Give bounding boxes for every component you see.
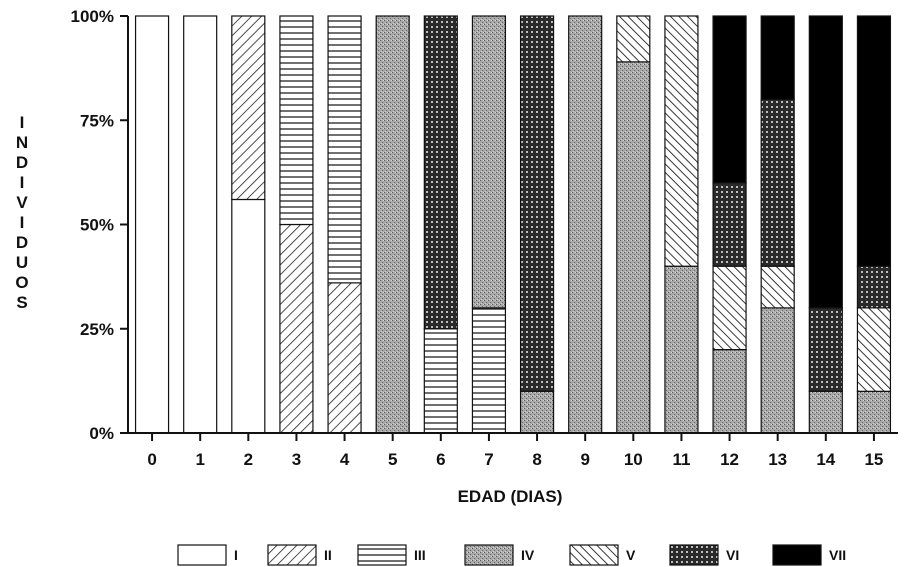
- bar-segment-vi-day-15: [856, 265, 892, 309]
- y-axis-title-letter: N: [16, 133, 28, 152]
- bar-segment-ii-day-3: [279, 223, 314, 434]
- bar-segment-iv-day-15: [856, 390, 892, 434]
- y-axis-title-letter: V: [16, 193, 28, 212]
- legend-label-v: V: [626, 547, 636, 563]
- bar-segment-i-day-1: [183, 15, 218, 434]
- legend-label-vii: VII: [829, 547, 846, 563]
- bar-segment-iv-day-11: [664, 265, 699, 434]
- y-tick-label: 50%: [80, 216, 114, 235]
- legend-swatch-vi: [669, 544, 719, 566]
- y-axis: 0% 25% 50% 75% 100%: [71, 7, 129, 443]
- bar-segment-i-day-2: [231, 198, 266, 434]
- bar-segment-vii-day-14: [808, 15, 843, 309]
- bar-segment-iv-day-8: [519, 390, 555, 434]
- legend-label-i: I: [234, 547, 238, 563]
- y-axis-title-letter: I: [20, 173, 25, 192]
- bar-segment-vi-day-8: [519, 15, 555, 392]
- bar-segment-vii-day-13: [760, 15, 795, 101]
- bars: [134, 15, 892, 434]
- x-tick-label: 0: [147, 450, 156, 469]
- legend-swatch-iv: [464, 544, 514, 566]
- bar-segment-vi-day-12: [712, 182, 747, 267]
- y-axis-title-letter: I: [20, 213, 25, 232]
- y-tick-label: 75%: [80, 111, 114, 130]
- x-axis-title: EDAD (DIAS): [458, 487, 563, 506]
- legend-label-iii: III: [414, 547, 426, 563]
- x-tick-label: 11: [672, 450, 690, 469]
- legend-swatch-v: [569, 544, 619, 566]
- bar-segment-iv-day-9: [568, 15, 603, 434]
- y-axis-title-letter: O: [15, 273, 28, 292]
- legend-swatch-ii: [267, 544, 317, 566]
- x-tick-label: 9: [580, 450, 589, 469]
- y-tick-label: 100%: [71, 7, 114, 26]
- y-tick-label: 25%: [80, 320, 114, 339]
- bar-segment-iii-day-3: [279, 15, 314, 226]
- legend-swatch-i: [177, 544, 227, 566]
- x-tick-label: 10: [624, 450, 643, 469]
- bar-segment-ii-day-4: [327, 282, 362, 434]
- x-tick-label: 1: [195, 450, 204, 469]
- bar-segment-v-day-11: [664, 15, 699, 267]
- bar-segment-vi-day-6: [423, 15, 458, 330]
- x-axis: 0 1 2 3 4 5 6 7 8 9 10 11 12 13 14 15: [128, 432, 898, 469]
- bar-segment-v-day-13: [760, 265, 795, 309]
- legend-label-vi: VI: [726, 547, 739, 563]
- bar-segment-iv-day-12: [712, 349, 747, 434]
- bar-segment-iii-day-6: [423, 328, 458, 434]
- bar-segment-vii-day-12: [712, 15, 747, 184]
- x-tick-label: 8: [532, 450, 541, 469]
- y-axis-title-letter: S: [16, 293, 27, 312]
- x-tick-label: 3: [292, 450, 301, 469]
- legend: I II III IV V VI VII: [177, 544, 846, 566]
- x-tick-label: 7: [484, 450, 493, 469]
- y-tick-label: 0%: [89, 424, 114, 443]
- x-tick-label: 12: [720, 450, 739, 469]
- bar-segment-iii-day-4: [327, 15, 362, 284]
- x-tick-label: 14: [816, 450, 835, 469]
- bar-segment-iv-day-5: [375, 15, 410, 434]
- y-axis-title-letter: D: [16, 153, 28, 172]
- legend-swatch-iii: [357, 544, 407, 566]
- x-tick-label: 2: [244, 450, 253, 469]
- y-axis-title-letter: I: [20, 113, 25, 132]
- legend-swatch-vii: [772, 544, 822, 566]
- bar-segment-iii-day-7: [471, 307, 507, 434]
- bar-segment-vi-day-14: [808, 307, 843, 392]
- bar-segment-iv-day-10: [616, 61, 651, 434]
- bar-segment-v-day-12: [712, 265, 747, 351]
- bar-segment-v-day-15: [856, 307, 892, 392]
- x-tick-label: 4: [340, 450, 350, 469]
- x-tick-label: 13: [768, 450, 787, 469]
- x-tick-label: 15: [864, 450, 883, 469]
- bar-segment-vii-day-15: [856, 15, 892, 267]
- bar-segment-iv-day-13: [760, 307, 795, 434]
- x-tick-label: 6: [436, 450, 445, 469]
- bar-segment-i-day-0: [134, 15, 170, 434]
- legend-label-ii: II: [324, 547, 332, 563]
- legend-label-iv: IV: [521, 547, 535, 563]
- bar-segment-iv-day-7: [471, 15, 507, 309]
- y-axis-title-letter: U: [16, 253, 28, 272]
- bar-segment-vi-day-13: [760, 98, 795, 267]
- bar-segment-v-day-10: [616, 15, 651, 63]
- bar-segment-iv-day-14: [808, 390, 843, 434]
- y-axis-title-letter: D: [16, 233, 28, 252]
- bar-segment-ii-day-2: [231, 15, 266, 201]
- x-tick-label: 5: [388, 450, 397, 469]
